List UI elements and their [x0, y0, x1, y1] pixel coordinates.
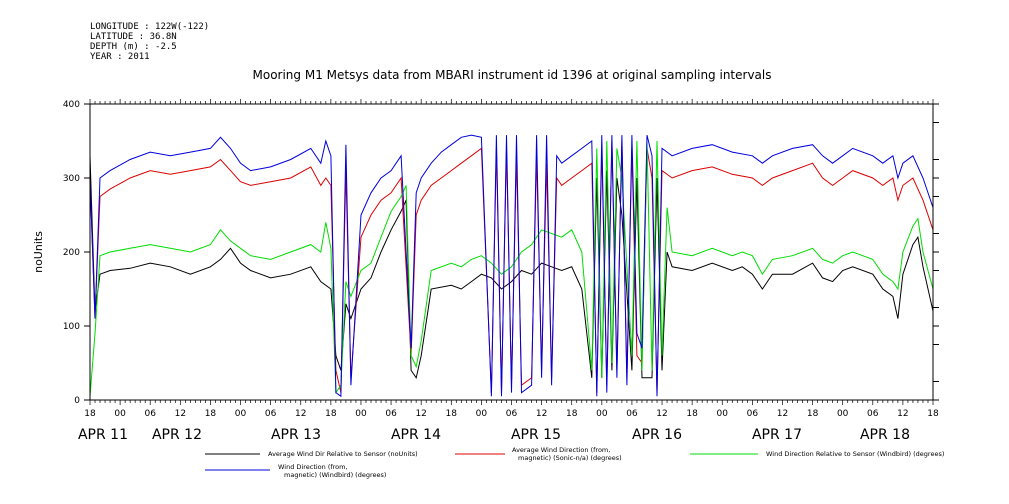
x-hour-label: 18: [566, 409, 578, 419]
longitude-text: LONGITUDE : 122W(-122): [90, 22, 210, 32]
legend-label-2: Average Wind Direction (from, magnetic) (…: [512, 446, 622, 462]
x-hour-label: 06: [867, 409, 879, 419]
x-date-label: APR 14: [391, 427, 441, 443]
legend-label-3: Wind Direction Relative to Sensor (Windb…: [766, 450, 944, 458]
plot-frame: [89, 103, 934, 401]
x-hour-label: 12: [536, 409, 547, 419]
chart-title: Mooring M1 Metsys data from MBARI instru…: [252, 68, 772, 82]
y-tick-label: 0: [74, 396, 80, 406]
x-hour-label: 12: [656, 409, 667, 419]
x-hour-label: 12: [295, 409, 306, 419]
x-hour-label: 12: [415, 409, 426, 419]
x-hour-label: 06: [626, 409, 638, 419]
x-hour-label: 00: [476, 409, 488, 419]
y-tick-label: 100: [63, 322, 80, 332]
x-hour-label: 06: [144, 409, 156, 419]
y-axis-label: noUnits: [32, 231, 45, 273]
y-tick-label: 400: [63, 100, 80, 110]
x-hour-label: 18: [686, 409, 698, 419]
x-hour-label: 00: [837, 409, 849, 419]
x-hour-label: 18: [325, 409, 337, 419]
year-text: YEAR : 2011: [90, 52, 150, 62]
x-hour-label: 06: [265, 409, 277, 419]
axes-layer: 0 100 200 300 400 18 00 06 12 18 00 06 12 18 00 06 12 18 0…: [63, 99, 939, 443]
x-date-label: APR 18: [860, 427, 910, 443]
depth-text: DEPTH (m) : -2.5: [90, 42, 177, 52]
y-tick-label: 300: [63, 174, 80, 184]
series-line-1: [90, 155, 933, 380]
x-hour-label: 12: [777, 409, 788, 419]
series-line-4: [90, 134, 933, 398]
x-hour-label: 18: [84, 409, 96, 419]
x-hour-label: 00: [235, 409, 247, 419]
x-date-label: APR 13: [271, 427, 321, 443]
legend-label-4: Wind Direction (from, magnetic) (Windbird…: [278, 463, 386, 479]
x-date-label: APR 15: [511, 427, 561, 443]
x-date-label: APR 12: [152, 427, 202, 443]
x-date-label: APR 17: [752, 427, 802, 443]
y-tick-label: 200: [63, 248, 80, 258]
x-hour-label: 18: [205, 409, 217, 419]
x-hour-label: 18: [807, 409, 819, 419]
x-hour-label: 06: [385, 409, 397, 419]
x-hour-label: 12: [175, 409, 186, 419]
legend-label-1: Average Wind Dir Relative to Sensor (noU…: [268, 450, 418, 458]
x-hour-label: 00: [114, 409, 126, 419]
x-hour-label: 00: [355, 409, 367, 419]
metadata-block: LONGITUDE : 122W(-122) LATITUDE : 36.8N …: [90, 22, 209, 62]
x-hour-label: 18: [927, 409, 939, 419]
x-date-label: APR 11: [78, 427, 128, 443]
x-date-label: APR 16: [632, 427, 682, 443]
x-hour-label: 00: [717, 409, 729, 419]
x-hour-label: 00: [596, 409, 608, 419]
x-hour-label: 06: [506, 409, 518, 419]
x-hour-label: 18: [446, 409, 458, 419]
latitude-text: LATITUDE : 36.8N: [90, 32, 177, 42]
legend: Average Wind Dir Relative to Sensor (noU…: [205, 446, 944, 479]
series-line-3: [90, 140, 933, 397]
series-layer: [90, 134, 933, 398]
x-hour-label: 06: [747, 409, 759, 419]
x-hour-label: 12: [897, 409, 908, 419]
